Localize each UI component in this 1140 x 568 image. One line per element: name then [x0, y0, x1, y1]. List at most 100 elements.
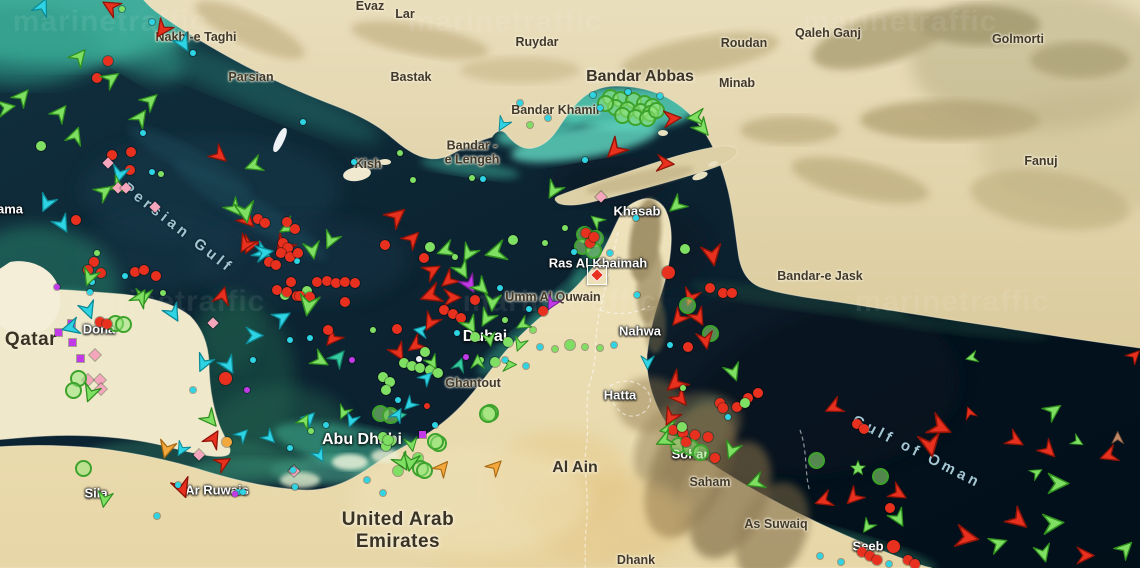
- vessel-marker-moving-vessel-arrow[interactable]: [482, 292, 503, 313]
- vessel-marker-small-vessel-dot[interactable]: [424, 403, 430, 409]
- vessel-marker-moving-vessel-arrow[interactable]: [334, 403, 354, 423]
- vessel-marker-special-craft-square[interactable]: [76, 354, 84, 362]
- vessel-marker-stopped-vessel-dot[interactable]: [740, 398, 750, 408]
- vessel-marker-small-vessel-dot[interactable]: [307, 335, 313, 341]
- vessel-marker-stopped-vessel-dot[interactable]: [885, 503, 895, 513]
- vessel-marker-stopped-vessel-dot[interactable]: [92, 73, 102, 83]
- vessel-marker-moving-vessel-arrow[interactable]: [449, 257, 475, 283]
- vessel-marker-small-vessel-dot[interactable]: [175, 482, 181, 488]
- vessel-marker-moving-vessel-arrow[interactable]: [484, 455, 508, 479]
- vessel-marker-moving-vessel-arrow[interactable]: [433, 238, 457, 262]
- vessel-marker-moving-vessel-arrow[interactable]: [149, 16, 175, 42]
- vessel-marker-stopped-vessel-dot[interactable]: [392, 324, 402, 334]
- vessel-marker-stopped-vessel-dot[interactable]: [222, 437, 232, 447]
- vessel-marker-moving-vessel-arrow[interactable]: [743, 470, 767, 494]
- vessel-marker-small-vessel-dot[interactable]: [607, 250, 613, 256]
- vessel-marker-small-vessel-dot[interactable]: [149, 169, 155, 175]
- vessel-marker-stopped-vessel-dot[interactable]: [718, 288, 728, 298]
- vessel-marker-stopped-vessel-dot[interactable]: [331, 278, 341, 288]
- vessel-marker-anchored-vessel-circle[interactable]: [64, 381, 82, 399]
- vessel-marker-stopped-vessel-dot[interactable]: [71, 215, 81, 225]
- vessel-marker-stopped-vessel-dot[interactable]: [253, 214, 263, 224]
- vessel-marker-small-vessel-dot[interactable]: [571, 249, 577, 255]
- vessel-marker-moving-vessel-arrow[interactable]: [58, 315, 81, 338]
- vessel-marker-small-vessel-dot[interactable]: [119, 6, 125, 12]
- vessel-marker-moving-vessel-arrow[interactable]: [665, 305, 692, 332]
- vessel-marker-stopped-vessel-dot[interactable]: [340, 277, 350, 287]
- vessel-marker-stopped-vessel-dot[interactable]: [690, 430, 700, 440]
- vessel-marker-small-vessel-dot[interactable]: [235, 489, 241, 495]
- vessel-marker-small-vessel-dot[interactable]: [240, 489, 246, 495]
- vessel-marker-small-vessel-dot[interactable]: [562, 225, 568, 231]
- vessel-marker-moving-vessel-arrow[interactable]: [385, 339, 411, 365]
- vessel-marker-small-vessel-dot[interactable]: [308, 428, 314, 434]
- vessel-marker-moving-vessel-arrow[interactable]: [964, 350, 980, 366]
- vessel-marker-special-craft-square[interactable]: [68, 338, 76, 346]
- vessel-marker-small-vessel-dot[interactable]: [542, 240, 548, 246]
- vessel-marker-small-vessel-dot[interactable]: [149, 19, 155, 25]
- vessel-marker-moving-vessel-arrow[interactable]: [382, 201, 413, 232]
- vessel-marker-small-vessel-dot[interactable]: [380, 490, 386, 496]
- vessel-marker-small-vessel-dot[interactable]: [537, 344, 543, 350]
- vessel-marker-small-vessel-dot[interactable]: [416, 356, 422, 362]
- vessel-marker-stopped-vessel-dot[interactable]: [903, 555, 913, 565]
- vessel-marker-moving-vessel-arrow[interactable]: [685, 304, 711, 330]
- vessel-marker-moving-vessel-arrow[interactable]: [721, 360, 745, 384]
- vessel-marker-moving-vessel-arrow[interactable]: [307, 347, 333, 373]
- vessel-marker-stopped-vessel-dot[interactable]: [295, 291, 305, 301]
- vessel-marker-stopped-vessel-dot[interactable]: [415, 363, 425, 373]
- vessel-marker-stopped-vessel-dot[interactable]: [683, 342, 693, 352]
- vessel-marker-small-vessel-dot[interactable]: [290, 467, 296, 473]
- vessel-marker-small-vessel-dot[interactable]: [633, 215, 639, 221]
- vessel-marker-moving-vessel-arrow[interactable]: [986, 531, 1010, 555]
- vessel-marker-moving-vessel-arrow[interactable]: [600, 135, 631, 166]
- vessel-marker-stopped-vessel-dot[interactable]: [705, 283, 715, 293]
- vessel-marker-stopped-vessel-dot[interactable]: [753, 388, 763, 398]
- vessel-marker-moving-vessel-arrow[interactable]: [399, 394, 420, 415]
- vessel-marker-moving-vessel-arrow[interactable]: [417, 309, 443, 335]
- vessel-marker-stopped-vessel-dot[interactable]: [456, 313, 466, 323]
- vessel-marker-stopped-vessel-dot[interactable]: [302, 286, 312, 296]
- vessel-marker-stopped-vessel-dot[interactable]: [340, 297, 350, 307]
- vessel-marker-stopped-vessel-dot[interactable]: [425, 365, 435, 375]
- vessel-marker-moving-vessel-arrow[interactable]: [63, 123, 87, 147]
- vessel-marker-moving-vessel-arrow[interactable]: [399, 451, 421, 473]
- vessel-marker-small-vessel-dot[interactable]: [154, 513, 160, 519]
- vessel-marker-stopped-vessel-dot[interactable]: [589, 232, 599, 242]
- vessel-marker-stopped-vessel-dot[interactable]: [126, 147, 136, 157]
- vessel-marker-small-vessel-dot[interactable]: [87, 289, 93, 295]
- vessel-marker-pleasure-craft-diamond[interactable]: [89, 349, 101, 361]
- vessel-marker-stopped-vessel-dot[interactable]: [286, 277, 296, 287]
- vessel-marker-small-vessel-dot[interactable]: [351, 159, 357, 165]
- vessel-marker-stopped-vessel-dot[interactable]: [448, 309, 458, 319]
- vessel-marker-small-vessel-dot[interactable]: [597, 105, 603, 111]
- vessel-marker-moving-vessel-arrow[interactable]: [885, 505, 911, 531]
- vessel-marker-moving-vessel-arrow[interactable]: [325, 344, 352, 371]
- vessel-marker-moving-vessel-arrow[interactable]: [455, 240, 481, 266]
- vessel-marker-moving-vessel-arrow[interactable]: [840, 484, 867, 511]
- vessel-marker-small-vessel-dot[interactable]: [530, 327, 536, 333]
- vessel-marker-moving-vessel-arrow[interactable]: [98, 65, 124, 91]
- vessel-marker-small-vessel-dot[interactable]: [294, 258, 300, 264]
- vessel-marker-stopped-vessel-dot[interactable]: [151, 271, 161, 281]
- vessel-marker-stopped-vessel-dot[interactable]: [385, 377, 395, 387]
- vessel-marker-moving-vessel-arrow[interactable]: [76, 298, 100, 322]
- vessel-marker-small-vessel-dot[interactable]: [597, 345, 603, 351]
- vessel-marker-stopped-vessel-dot[interactable]: [585, 238, 595, 248]
- vessel-marker-small-vessel-dot[interactable]: [287, 445, 293, 451]
- vessel-marker-stopped-vessel-dot[interactable]: [378, 372, 388, 382]
- vessel-marker-stopped-vessel-dot[interactable]: [425, 242, 435, 252]
- vessel-marker-moving-vessel-arrow[interactable]: [416, 367, 437, 388]
- vessel-marker-moving-vessel-arrow[interactable]: [542, 294, 563, 315]
- vessel-marker-moving-vessel-arrow[interactable]: [1028, 464, 1046, 482]
- vessel-marker-stopped-vessel-dot[interactable]: [710, 453, 720, 463]
- vessel-marker-small-vessel-dot[interactable]: [94, 250, 100, 256]
- vessel-marker-moving-vessel-arrow[interactable]: [431, 456, 455, 480]
- vessel-marker-moving-vessel-arrow[interactable]: [49, 211, 75, 237]
- vessel-marker-small-vessel-dot[interactable]: [469, 175, 475, 181]
- vessel-marker-stopped-vessel-dot[interactable]: [439, 305, 449, 315]
- vessel-marker-small-vessel-dot[interactable]: [370, 327, 376, 333]
- vessel-marker-stopped-vessel-dot[interactable]: [96, 268, 106, 278]
- vessel-marker-selected-vessel-diamond[interactable]: [587, 265, 607, 285]
- vessel-marker-stopped-vessel-dot[interactable]: [490, 357, 500, 367]
